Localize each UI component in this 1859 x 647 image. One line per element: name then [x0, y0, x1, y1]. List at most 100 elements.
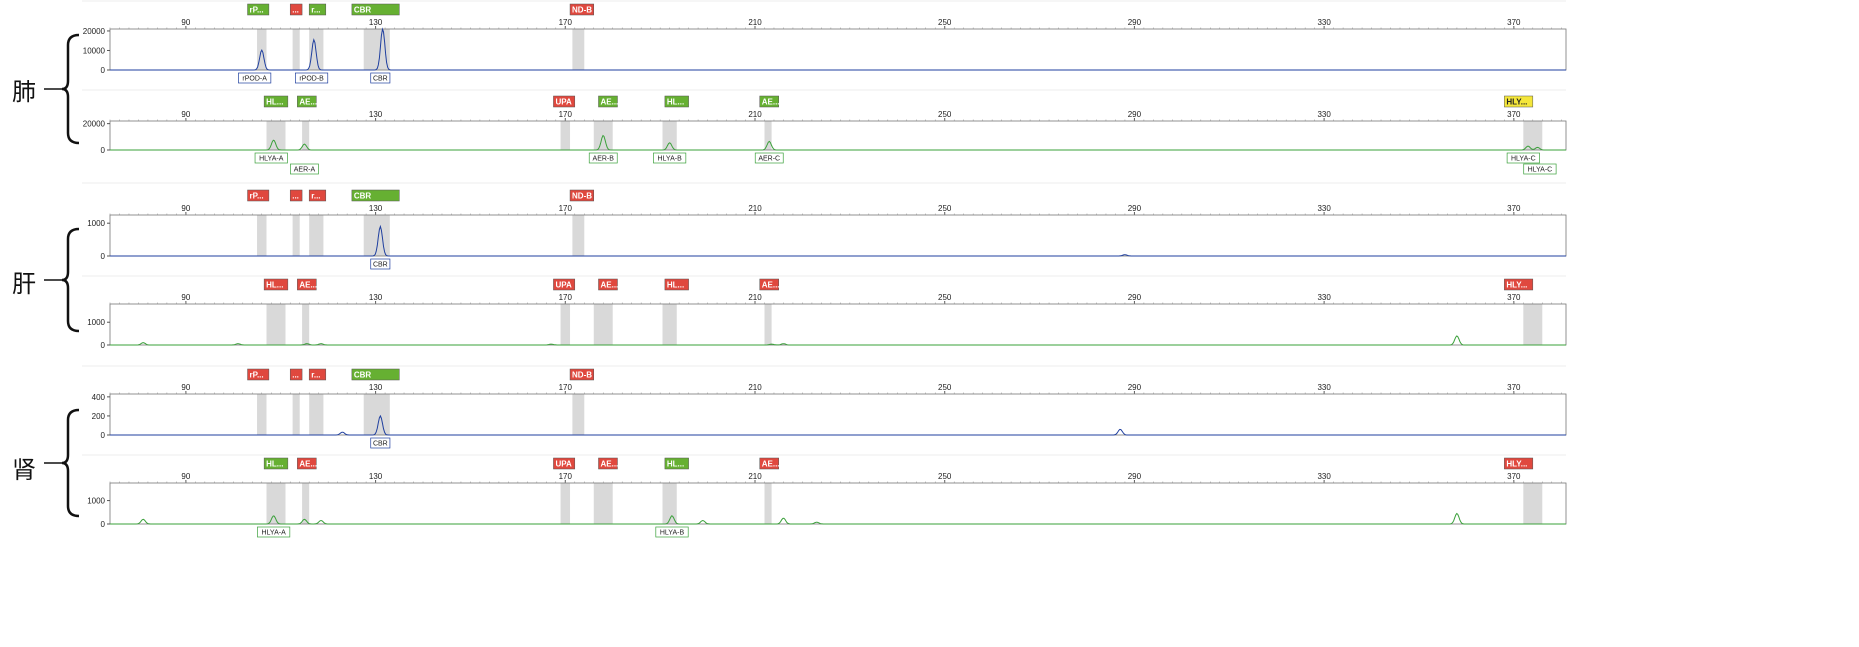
panel-4: 90 130 170 210 250 290 330 370 0 1000 HL... AE... UP… — [87, 278, 1567, 350]
allele-bin — [266, 483, 286, 524]
allele-bin — [593, 483, 613, 524]
panel-3: 90 130 170 210 250 290 330 370 0 1000 rP...... r...… — [87, 189, 1567, 270]
marker-tag — [759, 95, 779, 108]
x-tick-label: 370 — [1507, 293, 1521, 302]
marker-tag — [351, 3, 400, 16]
plot-frame — [109, 28, 1567, 71]
marker-tag — [1504, 95, 1534, 108]
signal-trace — [110, 512, 1566, 525]
x-tick-label: 290 — [1128, 110, 1142, 119]
allele-bin — [266, 304, 286, 345]
y-tick-label: 1000 — [87, 497, 105, 506]
x-tick-label: 330 — [1317, 293, 1331, 302]
x-tick-label: 370 — [1507, 204, 1521, 213]
peak-label-box — [754, 152, 784, 164]
marker-tag — [598, 95, 618, 108]
marker-tag-label: CBR — [354, 371, 372, 380]
allele-bin — [560, 483, 571, 524]
marker-tag-label: HLY... — [1506, 98, 1527, 107]
x-tick-label: 130 — [369, 18, 383, 27]
marker-tag-label: AE... — [762, 98, 780, 107]
allele-bin — [662, 483, 677, 524]
marker-tag-label: HLY... — [1506, 281, 1527, 290]
peak-label-box — [238, 72, 272, 84]
marker-tag — [759, 278, 779, 291]
panel-2: 90 130 170 210 250 290 330 370 0 20000 HL... AE... U… — [83, 95, 1567, 175]
marker-tag — [569, 368, 595, 381]
marker-tag-label: rP... — [250, 371, 264, 380]
peak-label-box — [370, 437, 391, 449]
marker-tag — [263, 95, 289, 108]
marker-tag-label: ND-B — [572, 6, 592, 15]
plot-frame — [109, 214, 1567, 257]
marker-tag — [297, 457, 317, 470]
x-tick-label: 90 — [181, 472, 190, 481]
marker-tag-label: AE... — [600, 460, 618, 469]
x-tick-label: 170 — [559, 383, 573, 392]
marker-tag — [297, 278, 317, 291]
panel-1: 90 130 170 210 250 290 330 370 0 10000 20000 rP....… — [83, 3, 1567, 84]
x-tick-label: 210 — [748, 204, 762, 213]
x-tick-label: 130 — [369, 293, 383, 302]
marker-tag — [1504, 278, 1534, 291]
signal-trace — [110, 335, 1566, 346]
y-tick-label: 20000 — [83, 27, 106, 36]
marker-tag-label: HL... — [266, 281, 283, 290]
marker-tag — [598, 278, 618, 291]
marker-tag-label: ... — [292, 192, 299, 201]
peak-label: CBR — [373, 441, 388, 448]
marker-tag — [289, 189, 303, 202]
x-tick-label: 250 — [938, 383, 952, 392]
x-tick-label: 250 — [938, 472, 952, 481]
marker-tag — [569, 189, 595, 202]
allele-bin — [572, 215, 585, 256]
marker-tag — [553, 95, 576, 108]
y-tick-label: 0 — [101, 146, 106, 155]
peak-label: AER-C — [758, 156, 780, 163]
x-tick-label: 330 — [1317, 383, 1331, 392]
allele-bin — [764, 304, 772, 345]
x-tick-label: 90 — [181, 293, 190, 302]
marker-tag-label: AE... — [299, 460, 317, 469]
allele-bin — [363, 29, 390, 70]
marker-tag-label: AE... — [299, 98, 317, 107]
y-tick-label: 200 — [92, 412, 106, 421]
peak-label-box — [588, 152, 618, 164]
marker-tag — [759, 457, 779, 470]
allele-bin — [572, 394, 585, 435]
marker-tag — [664, 95, 689, 108]
marker-tag-label: ND-B — [572, 192, 592, 201]
x-tick-label: 170 — [559, 110, 573, 119]
x-tick-label: 130 — [369, 472, 383, 481]
marker-tag-label: HL... — [667, 98, 684, 107]
x-tick-label: 250 — [938, 110, 952, 119]
allele-bin — [257, 215, 267, 256]
marker-tag-label: ... — [292, 371, 299, 380]
allele-bin — [257, 394, 267, 435]
allele-bin — [292, 394, 300, 435]
peak-label-box — [655, 526, 689, 538]
panel-5: 90 130 170 210 250 290 330 370 0 200 400 rP...... r.… — [92, 368, 1567, 449]
y-tick-label: 0 — [101, 520, 106, 529]
x-tick-label: 370 — [1507, 18, 1521, 27]
marker-tag-label: HL... — [266, 98, 283, 107]
y-tick-label: 400 — [92, 393, 106, 402]
x-tick-label: 170 — [559, 293, 573, 302]
marker-tag-label: UPA — [555, 281, 572, 290]
y-tick-label: 0 — [101, 66, 106, 75]
x-tick-label: 370 — [1507, 383, 1521, 392]
x-tick-label: 210 — [748, 383, 762, 392]
signal-trace — [110, 414, 1566, 436]
x-tick-label: 370 — [1507, 472, 1521, 481]
x-tick-label: 250 — [938, 18, 952, 27]
peak-label-box — [653, 152, 687, 164]
allele-bin — [593, 304, 613, 345]
x-tick-label: 90 — [181, 18, 190, 27]
peak-label: HLYA-A — [259, 156, 284, 163]
x-tick-label: 170 — [559, 472, 573, 481]
marker-tag — [569, 3, 595, 16]
marker-tag — [289, 368, 303, 381]
allele-bin — [309, 394, 324, 435]
x-tick-label: 130 — [369, 110, 383, 119]
peak-label: HLYA-B — [658, 156, 683, 163]
